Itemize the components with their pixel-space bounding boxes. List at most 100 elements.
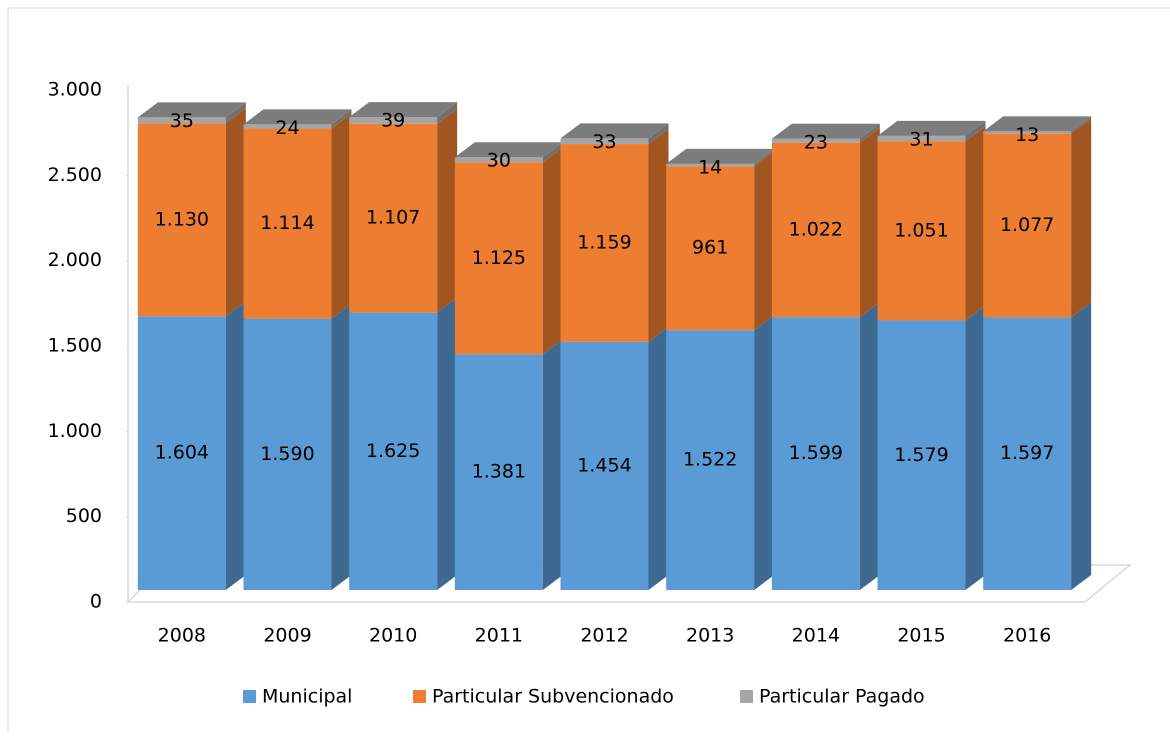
bar-segment bbox=[349, 123, 438, 313]
bar-top bbox=[137, 102, 246, 118]
bar-side bbox=[542, 142, 563, 163]
bar-side bbox=[1071, 118, 1092, 318]
data-label: 23 bbox=[804, 131, 828, 153]
bar-side bbox=[1071, 302, 1092, 590]
bar-segment bbox=[560, 138, 649, 145]
bar-top bbox=[666, 148, 775, 164]
bar-segment bbox=[666, 166, 755, 331]
bar-top bbox=[877, 120, 986, 136]
x-tick-label: 2008 bbox=[158, 625, 206, 647]
x-tick-label: 2010 bbox=[369, 625, 417, 647]
x-tick-label: 2014 bbox=[792, 625, 840, 647]
x-tick-label: 2012 bbox=[580, 625, 628, 647]
data-label: 1.159 bbox=[577, 231, 631, 253]
y-tick-label: 2.500 bbox=[48, 164, 102, 186]
bar-side bbox=[859, 302, 880, 590]
bar-side bbox=[437, 297, 458, 590]
data-label: 1.077 bbox=[1000, 214, 1054, 236]
bar-side bbox=[648, 326, 669, 590]
bar-top bbox=[454, 142, 563, 158]
data-label: 1.454 bbox=[577, 454, 631, 476]
bar-side bbox=[648, 129, 669, 342]
data-label: 1.625 bbox=[366, 440, 420, 462]
bar-side bbox=[754, 148, 775, 167]
bar-side bbox=[859, 123, 880, 143]
bar-segment bbox=[983, 131, 1072, 134]
data-label: 1.051 bbox=[894, 219, 948, 241]
legend-label: Particular Pagado bbox=[759, 686, 925, 708]
bar-side bbox=[965, 120, 986, 142]
data-label: 1.590 bbox=[260, 443, 314, 465]
bar-side bbox=[437, 108, 458, 313]
legend-label: Particular Subvencionado bbox=[432, 686, 674, 708]
x-tick-label: 2016 bbox=[1003, 625, 1051, 647]
bar-segment bbox=[877, 141, 966, 321]
bar-segment bbox=[983, 133, 1072, 318]
bar-segment bbox=[137, 123, 226, 317]
data-label: 961 bbox=[692, 237, 728, 259]
bar-side bbox=[648, 123, 669, 145]
bar-side bbox=[225, 102, 246, 124]
x-tick-label: 2011 bbox=[475, 625, 523, 647]
data-label: 14 bbox=[698, 156, 722, 178]
bar-side bbox=[225, 301, 246, 590]
bar-top bbox=[349, 102, 458, 118]
data-label: 31 bbox=[909, 128, 933, 150]
bar-segment bbox=[454, 162, 543, 355]
x-tick-label: 2009 bbox=[263, 625, 311, 647]
bar-segment bbox=[560, 341, 649, 590]
bar-side bbox=[542, 339, 563, 590]
bar-side bbox=[965, 126, 986, 321]
bar-segment bbox=[454, 157, 543, 163]
x-tick-label: 2015 bbox=[897, 625, 945, 647]
y-tick-label: 500 bbox=[66, 505, 102, 527]
legend-swatch bbox=[740, 690, 753, 703]
data-label: 1.599 bbox=[789, 442, 843, 464]
bar-side bbox=[965, 305, 986, 590]
bar-segment bbox=[137, 316, 226, 590]
data-label: 1.381 bbox=[472, 461, 526, 483]
bar-segment bbox=[877, 135, 966, 142]
data-label: 30 bbox=[487, 150, 511, 172]
legend-label: Municipal bbox=[262, 686, 352, 708]
bar-segment bbox=[243, 128, 332, 319]
data-label: 33 bbox=[592, 131, 616, 153]
bar-side bbox=[331, 303, 352, 590]
data-label: 1.130 bbox=[155, 208, 209, 230]
bar-top bbox=[771, 123, 880, 139]
bar-side bbox=[437, 102, 458, 124]
chart-frame bbox=[7, 7, 1170, 736]
bar-side bbox=[331, 109, 352, 129]
bar-segment bbox=[560, 144, 649, 342]
data-label: 1.107 bbox=[366, 207, 420, 229]
y-tick-label: 0 bbox=[90, 591, 102, 613]
data-label: 1.125 bbox=[472, 247, 526, 269]
bar-segment bbox=[243, 124, 332, 129]
legend-swatch bbox=[243, 690, 256, 703]
data-label: 1.022 bbox=[789, 218, 843, 240]
bar-segment bbox=[666, 163, 755, 167]
data-label: 1.579 bbox=[894, 444, 948, 466]
bar-segment bbox=[771, 138, 860, 143]
y-tick-label: 1.000 bbox=[48, 420, 102, 442]
bar-top bbox=[560, 123, 669, 139]
bar-segment bbox=[137, 117, 226, 124]
x-tick-label: 2013 bbox=[686, 625, 734, 647]
bar-top bbox=[983, 116, 1092, 132]
data-label: 24 bbox=[275, 117, 299, 139]
bar-side bbox=[1071, 116, 1092, 134]
bar-side bbox=[859, 127, 880, 318]
y-tick-label: 2.000 bbox=[48, 249, 102, 271]
bar-side bbox=[225, 108, 246, 317]
bar-segment bbox=[349, 312, 438, 590]
legend-swatch bbox=[413, 690, 426, 703]
bar-side bbox=[754, 151, 775, 331]
bar-segment bbox=[454, 354, 543, 590]
data-label: 35 bbox=[170, 110, 194, 132]
y-tick-label: 3.000 bbox=[48, 79, 102, 101]
bar-side bbox=[542, 147, 563, 355]
bar-side bbox=[331, 113, 352, 319]
data-label: 1.114 bbox=[260, 212, 314, 234]
data-label: 1.522 bbox=[683, 449, 737, 471]
data-label: 1.604 bbox=[155, 442, 209, 464]
